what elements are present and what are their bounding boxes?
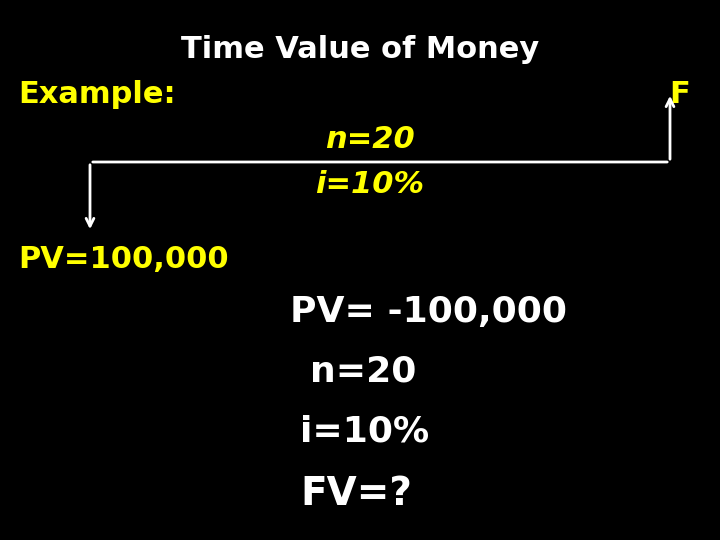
- Text: i=10%: i=10%: [315, 170, 425, 199]
- Text: n=20: n=20: [310, 355, 416, 389]
- Text: Example:: Example:: [18, 80, 176, 109]
- Text: PV=100,000: PV=100,000: [18, 245, 229, 274]
- Text: F: F: [670, 80, 690, 109]
- Text: i=10%: i=10%: [300, 415, 429, 449]
- Text: Time Value of Money: Time Value of Money: [181, 35, 539, 64]
- Text: n=20: n=20: [325, 125, 415, 154]
- Text: FV=?: FV=?: [300, 475, 412, 513]
- Text: PV= -100,000: PV= -100,000: [290, 295, 567, 329]
